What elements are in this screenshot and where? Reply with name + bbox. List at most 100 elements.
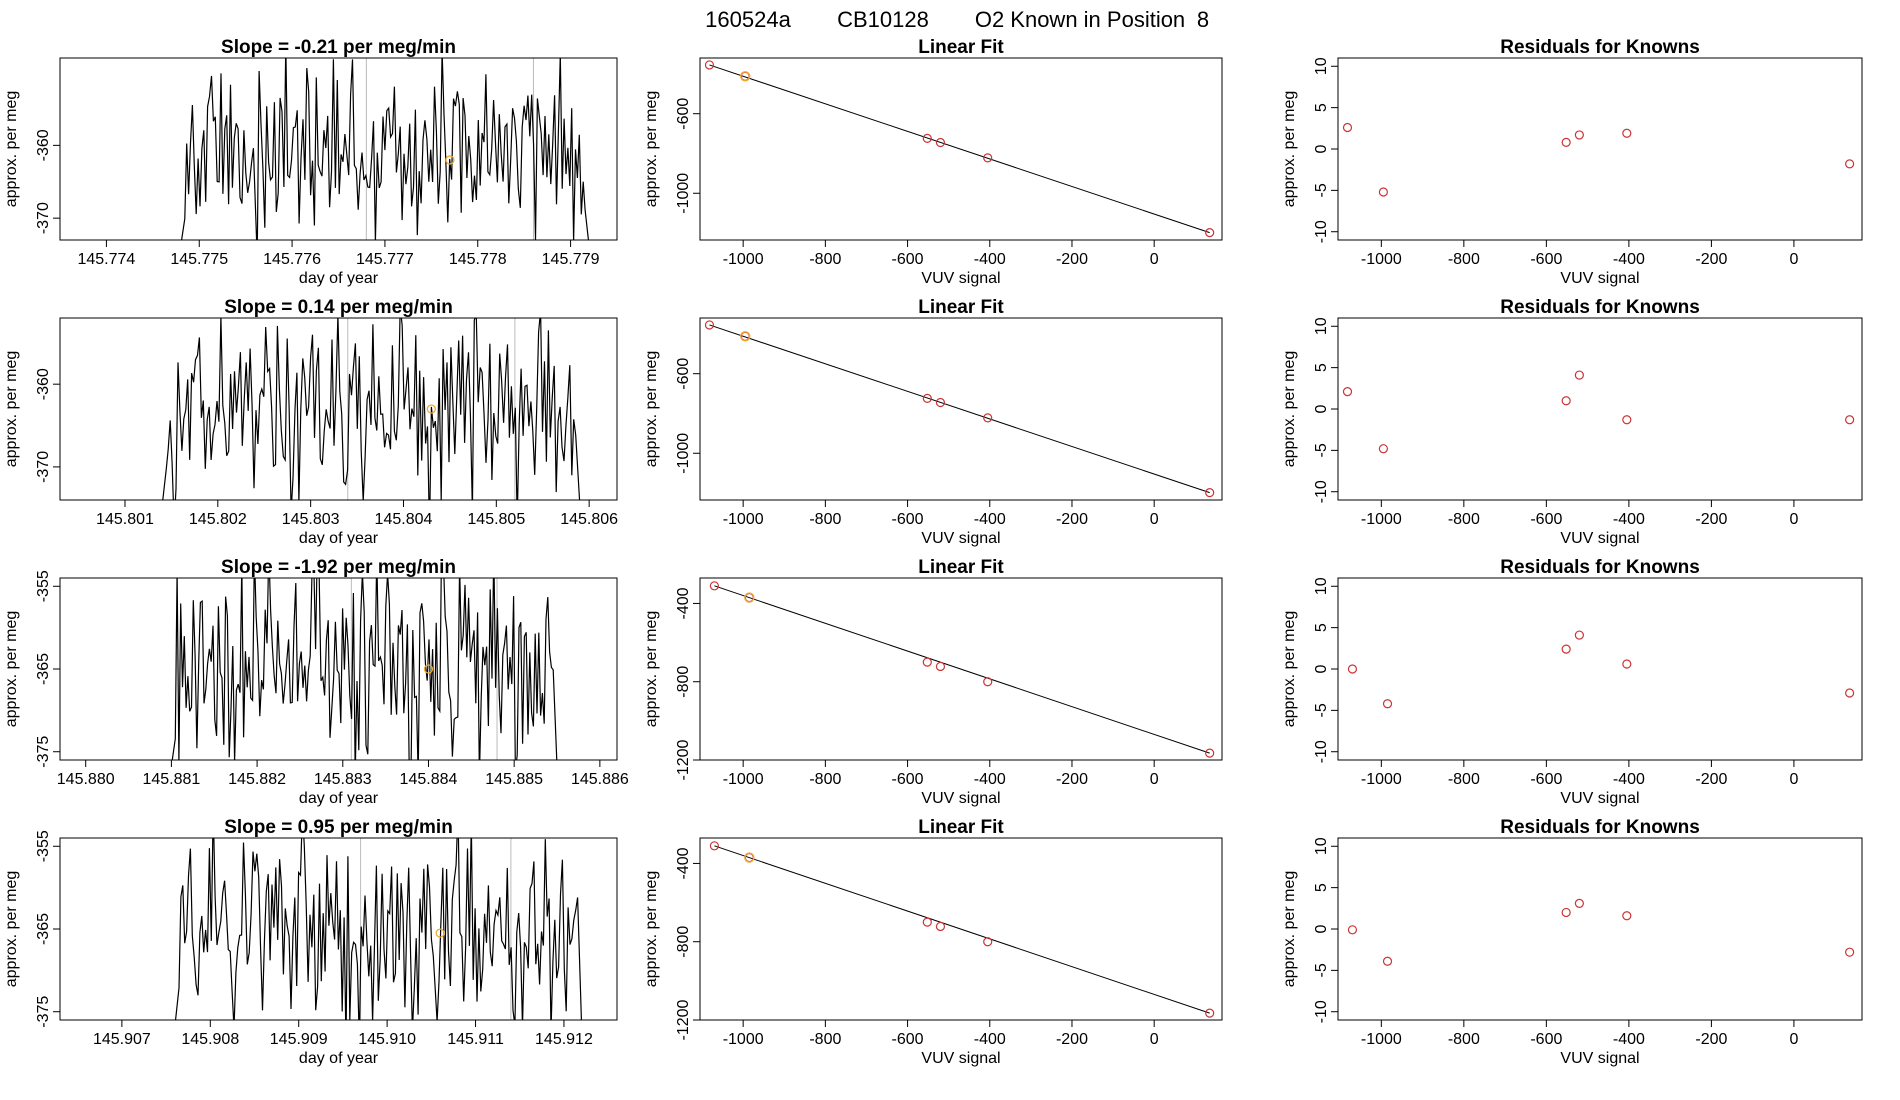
residuals-2-ytick-label: -5 (1313, 443, 1330, 457)
timeseries-4-frame (59, 837, 618, 1021)
residuals-1-xtick-label: -800 (1448, 251, 1480, 268)
fit-3-xtick-label: -400 (974, 771, 1006, 788)
fit-3-xtick-label: -1000 (723, 771, 764, 788)
timeseries-1-chart: Slope = -0.21 per meg/min 145.774 145.775 1… (3, 37, 618, 287)
residuals-3-point (1382, 699, 1393, 709)
fit-1-chart: Linear Fit -1000 -800 -600 -400 -200 0 -600 -100… (643, 37, 1223, 287)
timeseries-1-title: Slope = -0.21 per meg/min (221, 37, 456, 58)
fit-1-ylabel: approx. per meg (643, 91, 660, 208)
residuals-1-ytick-label: 10 (1313, 57, 1330, 75)
fit-4-point (935, 921, 946, 932)
fit-2-point (1205, 488, 1215, 498)
fit-3-highlight-point (744, 592, 755, 603)
fit-3-data (709, 581, 1215, 758)
fit-4-xlabel: VUV signal (921, 1050, 1000, 1067)
residuals-4-ylabel: approx. per meg (1281, 871, 1298, 988)
timeseries-1-xtick-label: 145.778 (449, 251, 507, 268)
timeseries-2-ytick-label: -360 (35, 368, 52, 400)
residuals-2-ytick-label: 0 (1313, 404, 1330, 413)
fit-3-fit-line (714, 585, 1210, 754)
residuals-3-xtick-label: -800 (1448, 771, 1480, 788)
fit-3-ylabel: approx. per meg (643, 611, 660, 728)
residuals-1-title: Residuals for Knowns (1500, 37, 1700, 58)
residuals-3-point (1845, 688, 1855, 698)
residuals-3-frame (1337, 577, 1863, 761)
fit-1-ytick-label: -1000 (675, 173, 692, 214)
residuals-3-point (1574, 630, 1584, 640)
timeseries-2-xtick-label: 145.804 (375, 511, 433, 528)
timeseries-3-trace (171, 578, 558, 760)
timeseries-2-ytick-label: -370 (35, 451, 52, 483)
residuals-4-frame (1337, 837, 1863, 1021)
timeseries-4-marker (435, 928, 445, 938)
fit-4-chart: Linear Fit -1000 -800 -600 -400 -200 0 -400 -800… (643, 817, 1223, 1067)
timeseries-3-xtick-label: 145.883 (314, 771, 372, 788)
fit-2-highlight-point (740, 331, 751, 342)
residuals-2-point (1574, 370, 1584, 380)
residuals-3-xtick-label: 0 (1789, 771, 1798, 788)
residuals-4-title: Residuals for Knowns (1500, 817, 1700, 838)
fit-3-title: Linear Fit (918, 557, 1004, 578)
fit-1-point (983, 153, 993, 163)
residuals-2-ylabel: approx. per meg (1281, 351, 1298, 468)
timeseries-2-trace (162, 318, 581, 500)
fit-2-title: Linear Fit (918, 297, 1004, 318)
timeseries-3-title: Slope = -1.92 per meg/min (221, 557, 456, 578)
fit-1-fit-line (709, 64, 1210, 234)
timeseries-4-xtick-label: 145.908 (181, 1031, 239, 1048)
fit-2-xtick-label: 0 (1150, 511, 1159, 528)
residuals-2-ytick-label: -10 (1313, 480, 1330, 503)
residuals-1-point (1574, 130, 1584, 140)
timeseries-3-ytick-label: -355 (35, 570, 52, 602)
residuals-3-ytick-label: -10 (1313, 740, 1330, 763)
residuals-1-chart: Residuals for Knowns-1000 -800 -600 -400 -20… (1281, 37, 1863, 287)
residuals-3-xlabel: VUV signal (1560, 790, 1639, 807)
residuals-3-chart: Residuals for Knowns-1000 -800 -600 -400 -20… (1281, 557, 1863, 807)
fit-3-xtick-label: -200 (1056, 771, 1088, 788)
fit-3-ytick-label: -1200 (675, 739, 692, 780)
timeseries-3-data (171, 578, 558, 760)
residuals-2-xtick-label: 0 (1789, 511, 1798, 528)
timeseries-2-xtick-label: 145.802 (189, 511, 247, 528)
residuals-4-point (1574, 898, 1584, 908)
residuals-3-ytick-label: 0 (1313, 664, 1330, 673)
fit-4-ytick-label: -400 (675, 847, 692, 879)
fit-3-frame (699, 577, 1223, 761)
residuals-4-point (1382, 956, 1393, 966)
timeseries-1-frame (59, 57, 618, 241)
timeseries-3-xlabel: day of year (299, 790, 379, 807)
fit-1-xtick-label: -1000 (723, 251, 764, 268)
fit-4-xtick-label: -200 (1056, 1031, 1088, 1048)
timeseries-2-xtick-label: 145.806 (560, 511, 618, 528)
timeseries-2-xlabel: day of year (299, 530, 379, 547)
timeseries-3-ytick-label: -365 (35, 653, 52, 685)
residuals-2-xtick-label: -400 (1613, 511, 1645, 528)
timeseries-2-ylabel: approx. per meg (3, 351, 20, 468)
fit-4-xtick-label: 0 (1150, 1031, 1159, 1048)
residuals-4-ytick-label: -5 (1313, 963, 1330, 977)
timeseries-4-xlabel: day of year (299, 1050, 379, 1067)
residuals-1-xtick-label: -1000 (1361, 251, 1402, 268)
fit-1-xtick-label: -200 (1056, 251, 1088, 268)
figure-title-run: 160524a (705, 7, 791, 32)
residuals-2-title: Residuals for Knowns (1500, 297, 1700, 318)
fit-2-xlabel: VUV signal (921, 530, 1000, 547)
residuals-4-xtick-label: -400 (1613, 1031, 1645, 1048)
residuals-1-xlabel: VUV signal (1560, 270, 1639, 287)
timeseries-1-xtick-label: 145.774 (77, 251, 135, 268)
fit-1-ytick-label: -600 (675, 98, 692, 130)
residuals-1-xtick-label: -600 (1530, 251, 1562, 268)
fit-2-xtick-label: -800 (809, 511, 841, 528)
figure-title-tank: CB10128 (837, 7, 929, 32)
residuals-3-ytick-label: 5 (1313, 623, 1330, 632)
timeseries-3-chart: Slope = -1.92 per meg/min 145.880 145.881 1… (3, 557, 629, 807)
residuals-2-frame (1337, 317, 1863, 501)
residuals-1-frame (1337, 57, 1863, 241)
timeseries-4-xtick-label: 145.910 (358, 1031, 416, 1048)
timeseries-1-ytick-label: -360 (35, 129, 52, 161)
fit-1-point (935, 137, 946, 148)
fit-3-point (983, 677, 993, 687)
timeseries-3-xtick-label: 145.881 (142, 771, 200, 788)
fit-1-xtick-label: -400 (974, 251, 1006, 268)
residuals-1-point (1845, 159, 1855, 169)
